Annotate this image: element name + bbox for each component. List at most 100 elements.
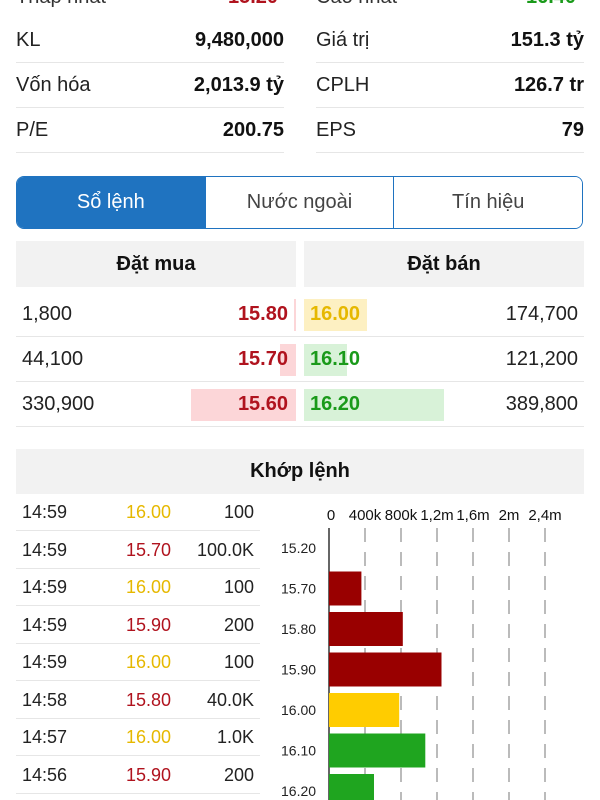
- chart-x-tick-label: 1,2m: [420, 507, 453, 524]
- sell-price: 16.10: [310, 348, 361, 370]
- buy-depth-bar: [294, 299, 296, 331]
- stat-label: EPS: [316, 118, 357, 141]
- stat-value: 79: [561, 118, 584, 141]
- trade-price: 15.90: [126, 614, 172, 635]
- stat-label: CPLH: [316, 73, 370, 96]
- stat-label: Vốn hóa: [16, 73, 91, 96]
- chart-category-label: 15.80: [281, 621, 316, 637]
- chart-bar[interactable]: [329, 612, 403, 646]
- buy-volume: 44,100: [22, 348, 84, 370]
- chart-bar[interactable]: [329, 774, 374, 800]
- stats-partial-row: Thấp nhất 15.20 Cao nhất 16.40: [0, 0, 600, 10]
- buy-volume: 1,800: [22, 303, 73, 325]
- trade-volume: 100: [223, 577, 254, 597]
- chart-x-tick-label: 2m: [499, 507, 520, 524]
- low-label: Thấp nhất: [16, 0, 106, 9]
- stat-volume: KL 9,480,000: [16, 18, 284, 63]
- trade-row: 14:58 15.80 40.0K: [16, 682, 260, 719]
- stat-label: Giá trị: [316, 28, 370, 51]
- buy-price: 15.60: [237, 393, 288, 415]
- trade-row: 14:59 16.00 100: [16, 644, 260, 681]
- buy-price: 15.70: [237, 348, 288, 370]
- orderbook-row[interactable]: 330,900 15.60 16.20 389,800: [16, 382, 584, 427]
- chart-category-label: 15.70: [281, 581, 316, 597]
- trade-price: 15.80: [126, 689, 172, 710]
- chart-x-tick-label: 2,4m: [528, 507, 561, 524]
- trade-row: 14:59 15.70 100.0K: [16, 532, 260, 569]
- stat-value-traded: Giá trị 151.3 tỷ: [316, 18, 584, 63]
- stat-value: 9,480,000: [195, 28, 284, 51]
- chart-bar[interactable]: [329, 571, 362, 606]
- stats-table: KL 9,480,000 Giá trị 151.3 tỷ Vốn hóa 2,…: [0, 18, 600, 153]
- trade-volume: 200: [223, 614, 254, 635]
- stat-shares-outstanding: CPLH 126.7 tr: [316, 63, 584, 108]
- stat-label: P/E: [16, 118, 49, 141]
- orderbook-row[interactable]: 44,100 15.70 16.10 121,200: [16, 337, 584, 382]
- trade-volume: 100: [223, 652, 254, 672]
- chart-x-tick-label: 0: [327, 507, 335, 524]
- trade-price: 16.00: [126, 727, 172, 747]
- chart-x-tick-label: 400k: [349, 507, 382, 524]
- stat-value: 2,013.9 tỷ: [193, 73, 284, 96]
- sell-volume: 174,700: [505, 303, 578, 325]
- trade-price: 15.90: [126, 764, 172, 785]
- chart-category-label: 16.20: [281, 783, 316, 799]
- trade-price: 16.00: [126, 652, 172, 672]
- stat-market-cap: Vốn hóa 2,013.9 tỷ: [16, 63, 284, 108]
- stats-row: P/E 200.75 EPS 79: [0, 108, 600, 153]
- segmented-tabs: Sổ lệnh Nước ngoài Tín hiệu: [16, 176, 583, 229]
- trade-time: 14:59: [22, 502, 68, 522]
- chart-bar[interactable]: [329, 652, 442, 687]
- sell-price: 16.20: [310, 393, 361, 415]
- sell-depth-bar: [304, 299, 367, 331]
- chart-bar[interactable]: [329, 733, 426, 768]
- high-value: 16.40: [526, 0, 576, 9]
- chart-bar[interactable]: [329, 693, 400, 727]
- buy-price: 15.80: [237, 303, 288, 325]
- trade-volume: 40.0K: [206, 689, 254, 710]
- trade-volume: 100: [223, 502, 254, 522]
- sell-volume: 121,200: [505, 348, 578, 370]
- chart-x-tick-label: 1,6m: [456, 507, 489, 524]
- volume-by-price-chart: 0 400k 800k 1,2m 1,6m 2m 2,4m 15.20 15.70 15.80 15…: [281, 507, 562, 800]
- trade-time: 14:59: [22, 614, 68, 635]
- trade-row: 14:56 15.90 200: [16, 757, 260, 794]
- trade-price: 15.70: [126, 539, 172, 560]
- sell-depth-bar: [304, 344, 347, 376]
- trade-volume: 200: [223, 764, 254, 785]
- tab-order-book[interactable]: Sổ lệnh: [17, 177, 206, 228]
- trade-time: 14:57: [22, 727, 68, 747]
- stat-value: 200.75: [222, 118, 284, 141]
- tab-signals[interactable]: Tín hiệu: [394, 177, 582, 228]
- trade-time: 14:59: [22, 577, 68, 597]
- match-header: Khớp lệnh: [16, 449, 584, 494]
- chart-category-label: 15.90: [281, 662, 316, 678]
- trade-price: 16.00: [126, 502, 172, 522]
- trade-time: 14:58: [22, 689, 68, 710]
- trade-row: 14:59 16.00 100: [16, 494, 260, 531]
- tab-foreign[interactable]: Nước ngoài: [205, 177, 395, 228]
- trade-time: 14:59: [22, 652, 68, 672]
- chart-category-label: 16.00: [281, 702, 316, 718]
- low-value: 15.20: [228, 0, 278, 9]
- buy-volume: 330,900: [22, 393, 95, 415]
- trade-volume: 1.0K: [216, 727, 254, 747]
- sell-depth-bar: [304, 389, 444, 421]
- stats-row: KL 9,480,000 Giá trị 151.3 tỷ: [0, 18, 600, 63]
- trade-price: 16.00: [126, 577, 172, 597]
- chart-category-label: 15.20: [281, 540, 316, 556]
- stat-pe: P/E 200.75: [16, 108, 284, 153]
- buy-header: Đặt mua: [16, 241, 296, 287]
- stat-eps: EPS 79: [316, 108, 584, 153]
- trade-volume: 100.0K: [196, 539, 254, 560]
- high-label: Cao nhất: [316, 0, 397, 9]
- stat-value: 151.3 tỷ: [510, 28, 584, 51]
- trade-time: 14:59: [22, 539, 68, 560]
- buy-depth-bar: [191, 389, 296, 421]
- buy-depth-bar: [280, 344, 296, 376]
- stat-label: KL: [16, 28, 41, 51]
- trade-time: 14:56: [22, 764, 68, 785]
- sell-header: Đặt bán: [304, 241, 584, 287]
- orderbook-row[interactable]: 1,800 15.80 16.00 174,700: [16, 292, 584, 337]
- trade-row: 14:59 15.90 200: [16, 607, 260, 644]
